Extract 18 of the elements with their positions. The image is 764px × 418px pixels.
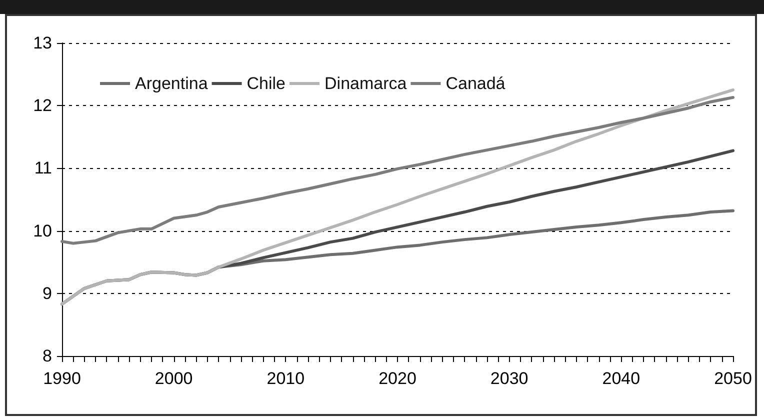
- x-tick-label: 2030: [490, 369, 528, 388]
- x-tick-label: 2010: [266, 369, 305, 388]
- y-tick-label: 13: [33, 34, 52, 52]
- x-tick-label: 2020: [378, 369, 416, 388]
- y-tick-label: 9: [42, 284, 52, 303]
- x-tick-label: 2040: [602, 369, 640, 388]
- x-tick-label: 2000: [154, 369, 193, 388]
- legend-label: Argentina: [135, 74, 208, 93]
- legend-label: Dinamarca: [324, 74, 408, 93]
- legend-label: Chile: [246, 74, 286, 93]
- line-series: [60, 96, 734, 245]
- y-tick-label: 12: [33, 96, 52, 116]
- x-tick-label: 1990: [43, 369, 81, 388]
- y-tick-label: 8: [42, 346, 52, 366]
- y-tick-label: 11: [34, 158, 52, 178]
- y-tick-label: 10: [33, 221, 52, 240]
- x-tick-label: 2050: [714, 369, 752, 388]
- legend-label: Canadá: [446, 74, 506, 93]
